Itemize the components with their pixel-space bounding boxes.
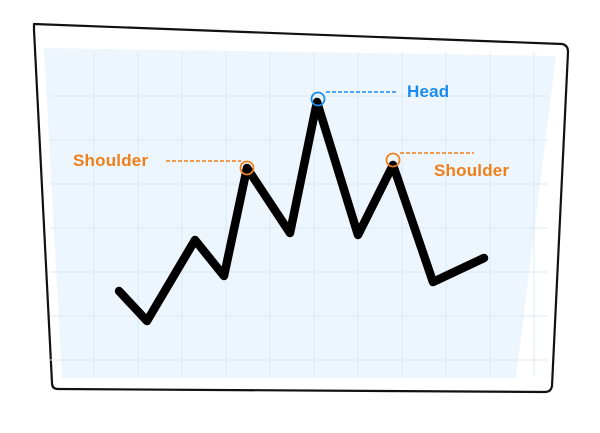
right-shoulder-marker (385, 152, 401, 168)
left-shoulder-label: Shoulder (73, 151, 148, 170)
grid-lines (50, 52, 548, 376)
chart-panel (44, 48, 556, 378)
head-marker (310, 91, 326, 107)
left-shoulder-marker (239, 160, 255, 176)
right-shoulder-label: Shoulder (434, 161, 509, 180)
head-label: Head (407, 82, 449, 101)
price-line (114, 97, 489, 326)
